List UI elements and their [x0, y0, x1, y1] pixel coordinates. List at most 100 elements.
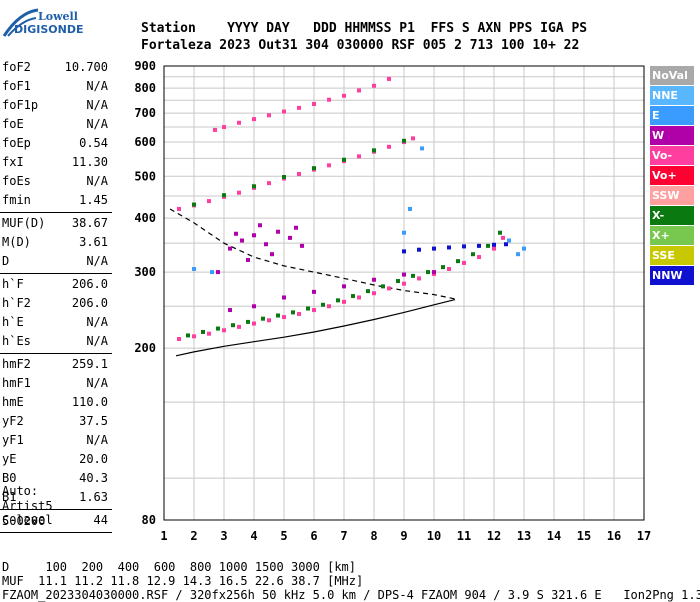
echo-point [276, 313, 280, 318]
x-tick-label: 8 [370, 529, 377, 543]
echo-point [462, 260, 466, 265]
echo-point [237, 120, 241, 125]
param-key: yE [2, 452, 17, 466]
param-row: hmF1 N/A [0, 374, 112, 393]
muf-row: MUF 11.1 11.2 11.8 12.9 14.3 16.5 22.6 3… [2, 574, 364, 588]
param-row: B0 40.3 [0, 469, 112, 488]
echo-point [342, 157, 346, 162]
x-tick-label: 5 [280, 529, 287, 543]
footer-info: D 100 200 400 600 800 1000 1500 3000 [km… [2, 560, 700, 602]
echo-point [372, 291, 376, 296]
param-row: h`Es N/A [0, 332, 112, 351]
echo-point [228, 308, 232, 313]
param-value: 206.0 [71, 277, 108, 291]
echo-point [186, 333, 190, 338]
echo-point [408, 206, 412, 211]
param-value: 10.700 [64, 60, 108, 74]
echo-point [222, 125, 226, 130]
param-value: N/A [86, 315, 108, 329]
echo-point [192, 202, 196, 207]
param-row: h`E N/A [0, 313, 112, 332]
legend-item: X+ [650, 226, 694, 245]
param-row: foEp 0.54 [0, 134, 112, 153]
distance-row: D 100 200 400 600 800 1000 1500 3000 [km… [2, 560, 357, 574]
echo-point [366, 289, 370, 294]
param-key: foF1 [2, 79, 31, 93]
param-row: h`F2 206.0 [0, 294, 112, 313]
param-separator [0, 532, 112, 533]
echo-point [402, 230, 406, 235]
param-value: N/A [86, 174, 108, 188]
param-value: 38.67 [71, 216, 108, 230]
echo-point [246, 319, 250, 324]
echo-point [432, 246, 436, 251]
y-tick-label: 200 [134, 341, 156, 355]
param-key: foEp [2, 136, 31, 150]
y-tick-label: 300 [134, 265, 156, 279]
param-key: h`E [2, 315, 24, 329]
param-key: D [2, 254, 10, 268]
digisonde-logo: Lowell DIGISONDE [2, 6, 83, 40]
echo-point [492, 246, 496, 251]
param-separator [0, 273, 112, 274]
echo-point [261, 316, 265, 321]
grid [163, 65, 645, 520]
param-row: yE 20.0 [0, 450, 112, 469]
header-row2: Fortaleza 2023 Out31 304 030000 RSF 005 … [141, 38, 580, 53]
logo-line1: Lowell [38, 10, 78, 23]
param-key: h`F2 [2, 296, 31, 310]
param-value: N/A [86, 79, 108, 93]
y-tick-label: 800 [134, 81, 156, 95]
param-value: 0.54 [79, 136, 108, 150]
echo-point [192, 334, 196, 339]
echo-point [282, 175, 286, 180]
echo-point [240, 238, 244, 243]
echo-point [402, 138, 406, 143]
legend-item: E [650, 106, 694, 125]
param-row: foF2 10.700 [0, 58, 112, 77]
echo-point [381, 284, 385, 289]
echo-point [441, 265, 445, 270]
param-key: M(D) [2, 235, 31, 249]
x-tick-label: 2 [190, 529, 197, 543]
parameter-panel: foF2 10.700 foF1 N/A foF1p N/A foE N/A foEp 0.54 f… [0, 58, 112, 534]
echo-point [267, 318, 271, 323]
x-tick-label: 17 [637, 529, 651, 543]
param-value: 37.5 [79, 414, 108, 428]
param-key: B1 [2, 490, 17, 504]
echo-point [477, 255, 481, 260]
echo-point [432, 270, 436, 275]
echo-point [276, 229, 280, 234]
profile-line-solid [175, 299, 456, 357]
echo-point [288, 235, 292, 240]
echo-point [447, 266, 451, 271]
echo-point [216, 270, 220, 275]
param-value: 20.0 [79, 452, 108, 466]
param-separator [0, 212, 112, 213]
param-row: hmE 110.0 [0, 393, 112, 412]
echo-point [402, 249, 406, 254]
echo-point [237, 190, 241, 195]
axes [163, 65, 645, 521]
y-tick-label: 900 [134, 59, 156, 73]
param-row: foF1 N/A [0, 77, 112, 96]
param-row: foE N/A [0, 115, 112, 134]
param-key: foE [2, 117, 24, 131]
echo-point [336, 298, 340, 303]
echo-point [294, 225, 298, 230]
param-key: MUF(D) [2, 216, 46, 230]
x-tick-label: 6 [310, 529, 317, 543]
x-tick-label: 13 [517, 529, 531, 543]
echo-point [447, 245, 451, 250]
echo-point [297, 172, 301, 177]
echo-point [327, 97, 331, 102]
echo-point [291, 310, 295, 315]
echo-point [357, 154, 361, 159]
echo-point [327, 304, 331, 309]
echo-point [342, 299, 346, 304]
param-key: foEs [2, 174, 31, 188]
echo-point [264, 242, 268, 247]
legend-item: Vo+ [650, 166, 694, 185]
param-row: C-level 44 [0, 511, 112, 530]
